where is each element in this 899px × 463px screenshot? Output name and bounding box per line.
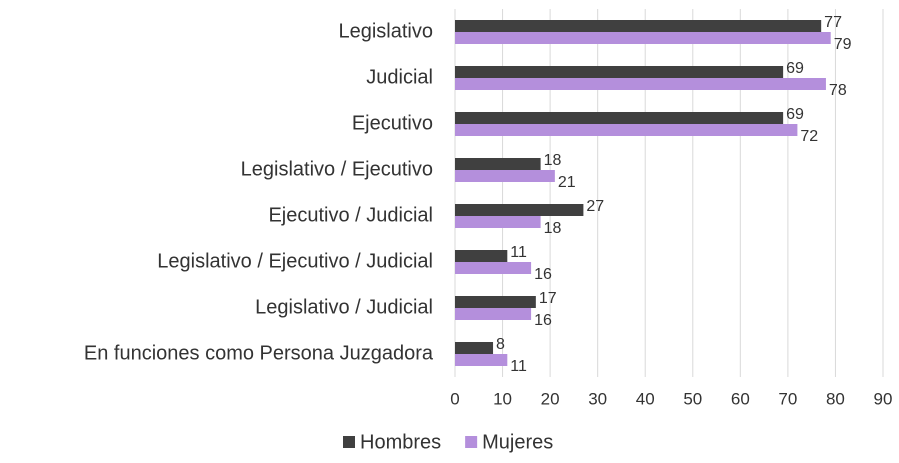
value-label: 8 [496,336,505,353]
bar [455,112,784,124]
value-label: 16 [534,312,552,329]
x-tick-label: 60 [731,389,750,408]
y-tick-label: Judicial [366,66,433,88]
bar [455,296,536,308]
bar [455,20,822,32]
value-label: 17 [539,290,557,307]
bar [455,158,541,170]
y-tick-label: Legislativo / Ejecutivo [241,158,433,180]
y-tick-label: Ejecutivo [352,112,433,134]
x-tick-label: 0 [450,389,459,408]
bar [455,78,826,90]
value-label: 11 [510,244,527,261]
y-tick-label: En funciones como Persona Juzgadora [84,342,434,364]
x-tick-label: 40 [636,389,655,408]
value-label: 72 [800,128,818,145]
x-tick-label: 50 [683,389,702,408]
bar [455,32,831,44]
legend-swatch [465,436,478,448]
y-tick-label: Legislativo [338,20,433,42]
bar [455,216,541,228]
bar [455,170,555,182]
value-label: 27 [586,198,604,215]
bar [455,124,798,136]
bar [455,66,784,78]
value-label: 18 [544,220,562,237]
bar [455,262,532,274]
x-tick-label: 20 [541,389,560,408]
value-label: 77 [824,14,842,31]
bar [455,354,508,366]
value-label: 11 [510,358,527,375]
value-label: 78 [829,82,847,99]
bar [455,204,584,216]
y-tick-label: Legislativo / Judicial [255,296,433,318]
value-label: 69 [786,106,804,123]
value-label: 69 [786,60,804,77]
x-tick-label: 70 [778,389,797,408]
x-tick-label: 80 [826,389,845,408]
bar [455,308,532,320]
y-tick-label: Ejecutivo / Judicial [268,204,433,226]
value-label: 18 [544,152,562,169]
y-tick-label: Legislativo / Ejecutivo / Judicial [157,250,433,272]
value-label: 16 [534,266,552,283]
x-tick-label: 10 [493,389,512,408]
x-tick-label: 90 [874,389,893,408]
bar [455,342,494,354]
legend-label: Mujeres [482,431,553,453]
bar [455,250,508,262]
value-label: 21 [558,174,576,191]
value-label: 79 [834,36,852,53]
x-tick-label: 30 [588,389,607,408]
legend-swatch [343,436,355,448]
legend-label: Hombres [360,431,441,453]
